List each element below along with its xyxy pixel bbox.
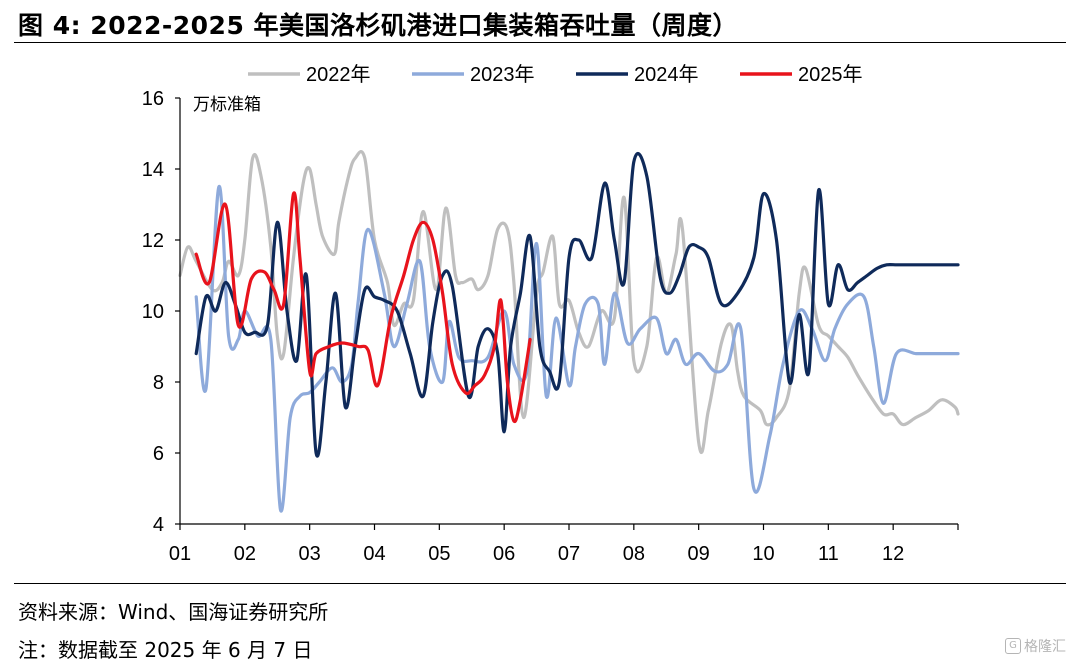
series-line-3 [194, 152, 960, 458]
y-tick-label: 10 [142, 301, 164, 323]
x-tick-label: 10 [752, 543, 774, 565]
watermark: G 格隆汇 [1005, 636, 1066, 656]
x-tick-label: 04 [363, 543, 385, 565]
x-tick-label: 11 [818, 543, 839, 565]
y-axis-unit-label: 万标准箱 [193, 95, 261, 115]
watermark-text: 格隆汇 [1024, 639, 1066, 655]
axes: 4 6 8 10 12 14 16 01 02 03 04 05 06 07 08 09 10 11 12 [142, 88, 959, 565]
x-tick-label: 05 [428, 543, 450, 565]
line-chart: 2022年 2023年 2024年 2025年 万标准箱 4 6 8 10 12 14 16 01 0… [142, 63, 960, 565]
legend-label-4: 2025年 [798, 63, 863, 86]
x-tick-label: 07 [558, 543, 580, 565]
y-tick-label: 6 [153, 443, 164, 465]
x-tick-label: 02 [234, 543, 256, 565]
y-tick-label: 8 [153, 372, 164, 394]
series-layer [178, 149, 960, 513]
figure-title: 图 4: 2022-2025 年美国洛杉矶港进口集装箱吞吐量（周度） [18, 11, 739, 40]
legend: 2022年 2023年 2024年 2025年 [248, 63, 863, 86]
watermark-logo-icon: G [1005, 638, 1021, 654]
series-line-4 [194, 191, 532, 424]
top-rule [14, 42, 1066, 43]
x-tick-label: 09 [688, 543, 710, 565]
x-tick-label: 12 [882, 543, 904, 565]
legend-label-2: 2023年 [470, 63, 535, 86]
footnote: 注：数据截至 2025 年 6 月 7 日 [18, 638, 313, 662]
x-tick-label: 08 [623, 543, 645, 565]
y-tick-label: 12 [142, 230, 164, 252]
source-note: 资料来源：Wind、国海证券研究所 [18, 600, 329, 624]
y-tick-label: 4 [153, 514, 164, 536]
x-tick-label: 03 [299, 543, 321, 565]
y-tick-label: 16 [142, 88, 164, 110]
legend-label-1: 2022年 [306, 63, 371, 86]
legend-label-3: 2024年 [634, 63, 699, 86]
x-tick-label: 01 [169, 543, 191, 565]
x-tick-label: 06 [493, 543, 515, 565]
bottom-rule [14, 583, 1066, 584]
y-tick-label: 14 [142, 159, 164, 181]
